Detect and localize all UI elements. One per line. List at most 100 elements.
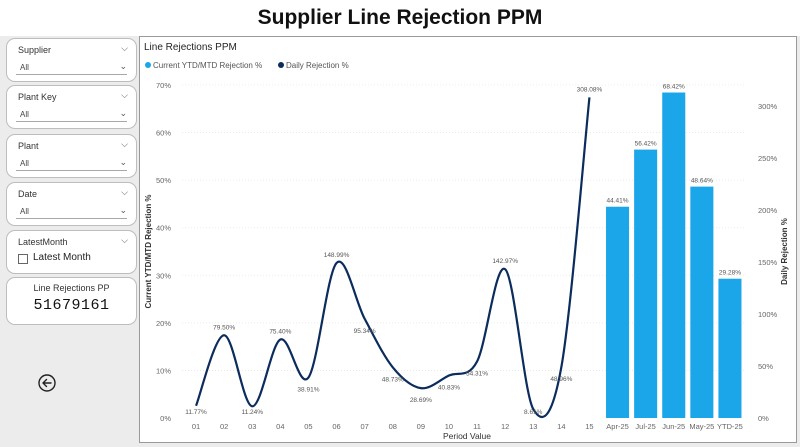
y-right-tick-label: 300% [758,102,778,111]
line-data-label: 38.91% [297,387,319,394]
y-left-tick-label: 20% [156,319,171,328]
legend-marker-bars [145,62,151,68]
slicer-value[interactable]: All [20,63,29,72]
line-data-label: 11.24% [241,409,263,416]
line-data-label: 48.96% [550,376,572,383]
slicer-dropdown-underline [16,170,127,171]
x-tick-label: 06 [332,422,340,431]
x-tick-label: 02 [220,422,228,431]
bar-data-label: 29.28% [719,270,741,277]
x-tick-label: Jul-25 [635,422,655,431]
latest-month-slicer[interactable]: LatestMonth ⌵ Latest Month [6,230,137,274]
slicer-label: Plant Key [18,92,57,102]
page-title: Supplier Line Rejection PPM [257,6,543,29]
x-tick-label: May-25 [689,422,714,431]
y-left-tick-label: 0% [160,414,171,423]
slicer-label: Plant [18,141,39,151]
latest-month-checkbox[interactable] [18,254,28,264]
arrow-left-circle-icon[interactable] [37,373,57,393]
slicer-dropdown-underline [16,121,127,122]
x-tick-label: 13 [529,422,537,431]
kpi-card: Line Rejections PP 51679161 [6,277,137,325]
legend-marker-line [278,62,284,68]
y-right-tick-label: 100% [758,310,778,319]
plant-key-slicer[interactable]: Plant Key ⌵ All ⌄ [6,85,137,129]
y-right-axis-title: Daily Rejection % [780,218,789,285]
bar [634,149,658,418]
x-axis-title: Period Value [443,431,491,441]
legend-label-bars: Current YTD/MTD Rejection % [153,61,262,70]
y-right-tick-label: 150% [758,258,778,267]
collapse-chevron-icon[interactable]: ⌵ [121,43,128,53]
x-tick-label: 03 [248,422,256,431]
line-data-label: 28.69% [410,397,432,404]
x-tick-label: 01 [192,422,200,431]
bar [606,206,630,418]
y-left-axis-title: Current YTD/MTD Rejection % [144,194,153,308]
bar [662,92,686,418]
line-data-label: 148.99% [324,252,350,259]
slicer-dropdown-underline [16,218,127,219]
plant-slicer[interactable]: Plant ⌵ All ⌄ [6,134,137,178]
bar [690,186,714,418]
line-data-label: 308.08% [577,86,603,93]
bar-data-label: 56.42% [635,141,657,148]
bar [718,278,742,418]
line-data-label: 142.97% [492,258,518,265]
bar-data-label: 48.64% [691,178,713,185]
date-slicer[interactable]: Date ⌵ All ⌄ [6,182,137,226]
x-tick-label: Apr-25 [606,422,629,431]
line-data-label: 8.61% [524,409,543,416]
slicer-dropdown-underline [16,74,127,75]
y-left-tick-label: 10% [156,366,171,375]
y-left-tick-label: 60% [156,129,171,138]
x-tick-label: 12 [501,422,509,431]
chevron-down-icon[interactable]: ⌄ [119,205,127,215]
y-right-tick-label: 200% [758,206,778,215]
x-tick-label: 09 [417,422,425,431]
x-tick-label: 08 [389,422,397,431]
y-left-tick-label: 50% [156,176,171,185]
legend-label-line: Daily Rejection % [286,61,349,70]
line-data-label: 40.83% [438,385,460,392]
x-tick-label: 11 [473,422,481,431]
slicer-label: Supplier [18,45,52,55]
y-right-tick-label: 250% [758,154,778,163]
line-data-label: 48.73% [382,376,404,383]
slicer-label: LatestMonth [18,237,68,247]
slicer-label: Date [18,189,38,199]
chevron-down-icon[interactable]: ⌄ [119,108,127,118]
y-right-tick-label: 50% [758,362,773,371]
slicer-value[interactable]: All [20,159,29,168]
line-data-label: 11.77% [185,409,207,416]
line-data-label: 75.40% [269,329,291,336]
collapse-chevron-icon[interactable]: ⌵ [121,90,128,100]
x-tick-label: 15 [585,422,593,431]
chevron-down-icon[interactable]: ⌄ [119,157,127,167]
slicer-value[interactable]: All [20,207,29,216]
supplier-slicer[interactable]: Supplier ⌵ All ⌄ [6,38,137,82]
line-rejections-chart[interactable]: Line Rejections PPM Current YTD/MTD Rejec… [139,36,797,443]
collapse-chevron-icon[interactable]: ⌵ [121,139,128,149]
x-tick-label: YTD-25 [717,422,743,431]
daily-rejection-line [195,97,591,419]
kpi-card-value: 51679161 [33,297,110,314]
bar-data-label: 68.42% [663,84,685,91]
x-tick-label: 04 [276,422,284,431]
latest-month-option-label[interactable]: Latest Month [33,252,91,263]
title-bar: Supplier Line Rejection PPM [0,0,800,36]
chevron-down-icon[interactable]: ⌄ [119,61,127,71]
collapse-chevron-icon[interactable]: ⌵ [121,187,128,197]
collapse-chevron-icon[interactable]: ⌵ [121,235,128,245]
x-tick-label: 07 [360,422,368,431]
x-tick-label: 05 [304,422,312,431]
x-tick-label: Jun-25 [662,422,685,431]
x-tick-label: 14 [557,422,565,431]
line-data-label: 54.31% [466,370,488,377]
line-data-label: 95.34% [354,328,376,335]
slicer-value[interactable]: All [20,110,29,119]
x-tick-label: 10 [445,422,453,431]
chart-title: Line Rejections PPM [144,42,237,53]
bar-data-label: 44.41% [607,198,629,205]
y-left-tick-label: 30% [156,271,171,280]
